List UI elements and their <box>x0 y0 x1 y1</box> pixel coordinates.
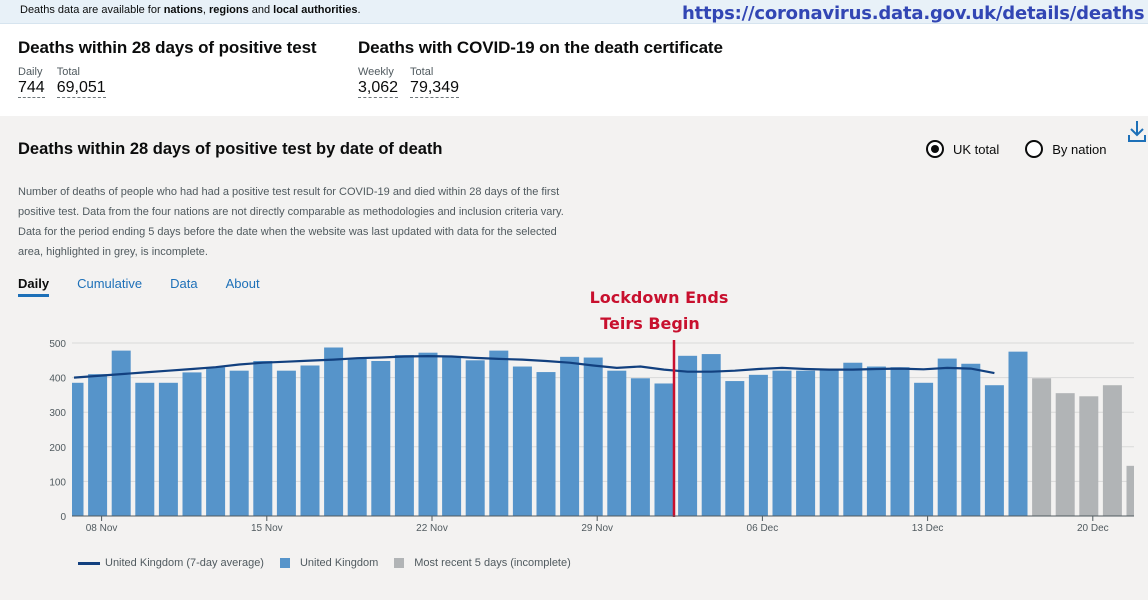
notice-text: Deaths data are available for nations, r… <box>20 4 361 16</box>
bar[interactable] <box>914 382 934 516</box>
bar[interactable] <box>182 372 202 516</box>
summary-death-certificate: Deaths with COVID-19 on the death certif… <box>358 38 723 98</box>
summary-deaths-28-days: Deaths within 28 days of positive test D… <box>18 38 317 98</box>
legend-item-average: United Kingdom (7-day average) <box>78 557 264 569</box>
notice-banner: Deaths data are available for nations, r… <box>0 0 1148 24</box>
radio-uk-total[interactable]: UK total <box>926 140 999 158</box>
legend-bar-swatch <box>279 558 290 568</box>
legend-line-swatch <box>78 561 100 565</box>
bar[interactable] <box>300 365 320 516</box>
metric-daily: Daily 744 <box>18 66 45 98</box>
x-tick-label: 29 Nov <box>581 523 613 534</box>
radio-checked-icon[interactable] <box>926 140 944 158</box>
bar[interactable] <box>843 362 863 516</box>
chart-tabs: Daily Cumulative Data About <box>18 276 288 297</box>
bar[interactable] <box>725 381 745 516</box>
tab-data[interactable]: Data <box>170 276 198 291</box>
y-tick-label: 200 <box>49 443 66 454</box>
legend-item-uk: United Kingdom <box>279 557 378 569</box>
bar[interactable] <box>748 374 768 516</box>
bar[interactable] <box>135 382 155 516</box>
y-tick-label: 400 <box>49 374 66 385</box>
bar[interactable] <box>347 358 367 516</box>
summary-title: Deaths with COVID-19 on the death certif… <box>358 38 723 57</box>
bar[interactable] <box>394 355 414 516</box>
metric-total: Total 69,051 <box>56 66 106 98</box>
annotation-lockdown-ends: Lockdown Ends <box>589 288 729 307</box>
bar[interactable] <box>701 354 721 516</box>
bar-incomplete[interactable] <box>1102 385 1122 516</box>
bar[interactable] <box>418 352 438 516</box>
legend-incomplete-swatch <box>394 558 405 568</box>
local-authorities-link[interactable]: local authorities <box>273 4 358 16</box>
bar[interactable] <box>536 372 556 516</box>
tab-cumulative[interactable]: Cumulative <box>77 276 143 291</box>
radio-by-nation[interactable]: By nation <box>1025 140 1106 158</box>
bar[interactable] <box>984 385 1004 516</box>
bar[interactable] <box>583 357 603 516</box>
bar[interactable] <box>111 350 131 516</box>
y-tick-label: 500 <box>49 339 66 350</box>
x-tick-label: 15 Nov <box>251 523 283 534</box>
bar[interactable] <box>1008 351 1028 516</box>
bar[interactable] <box>324 347 344 516</box>
bar[interactable] <box>866 366 886 516</box>
chart-description: Number of deaths of people who had had a… <box>18 186 564 258</box>
y-tick-label: 100 <box>49 477 66 488</box>
bar[interactable] <box>937 358 957 516</box>
daily-deaths-chart: 0 100 200 300 400 500 08 Nov 15 Nov 22 Nov 29 Nov… <box>49 339 1146 534</box>
bar[interactable] <box>890 367 910 516</box>
tab-daily[interactable]: Daily <box>18 276 50 297</box>
y-tick-label: 300 <box>49 408 66 419</box>
bar[interactable] <box>158 382 178 516</box>
tab-about[interactable]: About <box>225 276 260 291</box>
legend-item-incomplete: Most recent 5 days (incomplete) <box>394 557 571 569</box>
bar[interactable] <box>560 356 580 516</box>
bar[interactable] <box>678 355 698 516</box>
bar[interactable] <box>65 382 84 516</box>
y-tick-label: 0 <box>60 512 66 523</box>
nations-link[interactable]: nations <box>163 4 203 16</box>
chart-legend: United Kingdom (7-day average) United Ki… <box>78 557 587 569</box>
bar[interactable] <box>206 367 226 516</box>
bar[interactable] <box>961 363 981 516</box>
bar[interactable] <box>253 360 273 516</box>
chart-title: Deaths within 28 days of positive test b… <box>18 140 443 158</box>
bar-incomplete[interactable] <box>1055 393 1075 516</box>
x-tick-label: 13 Dec <box>912 523 944 534</box>
bar[interactable] <box>229 370 249 516</box>
summary-title: Deaths within 28 days of positive test <box>18 38 317 57</box>
x-tick-label: 20 Dec <box>1077 523 1109 534</box>
regions-link[interactable]: regions <box>208 4 249 16</box>
area-toggle: UK total By nation <box>926 140 1106 158</box>
bar[interactable] <box>465 360 485 516</box>
bars-group <box>65 347 1146 516</box>
bar[interactable] <box>819 368 839 516</box>
bar[interactable] <box>442 357 462 516</box>
bar[interactable] <box>489 350 509 516</box>
metric-total: Total 79,349 <box>410 66 459 98</box>
bar[interactable] <box>607 370 627 516</box>
bar[interactable] <box>88 374 108 516</box>
bar-incomplete[interactable] <box>1126 465 1146 516</box>
metric-weekly: Weekly 3,062 <box>358 66 399 98</box>
source-url-annotation: https://coronavirus.data.gov.uk/details/… <box>682 3 1145 24</box>
radio-unchecked-icon[interactable] <box>1025 140 1044 158</box>
x-tick-label: 22 Nov <box>416 523 448 534</box>
bar[interactable] <box>796 370 816 516</box>
bar[interactable] <box>772 370 792 516</box>
bar[interactable] <box>512 366 532 516</box>
download-icon[interactable] <box>1128 120 1146 142</box>
bar[interactable] <box>654 383 674 516</box>
bar-incomplete[interactable] <box>1079 396 1099 516</box>
bar-incomplete[interactable] <box>1032 378 1052 516</box>
x-tick-label: 06 Dec <box>747 523 779 534</box>
bar[interactable] <box>276 370 296 516</box>
annotation-tiers-begin: Teirs Begin <box>600 314 700 333</box>
bar[interactable] <box>371 360 391 516</box>
seven-day-average-line <box>73 354 995 379</box>
x-tick-label: 08 Nov <box>86 523 118 534</box>
bar[interactable] <box>630 378 650 516</box>
